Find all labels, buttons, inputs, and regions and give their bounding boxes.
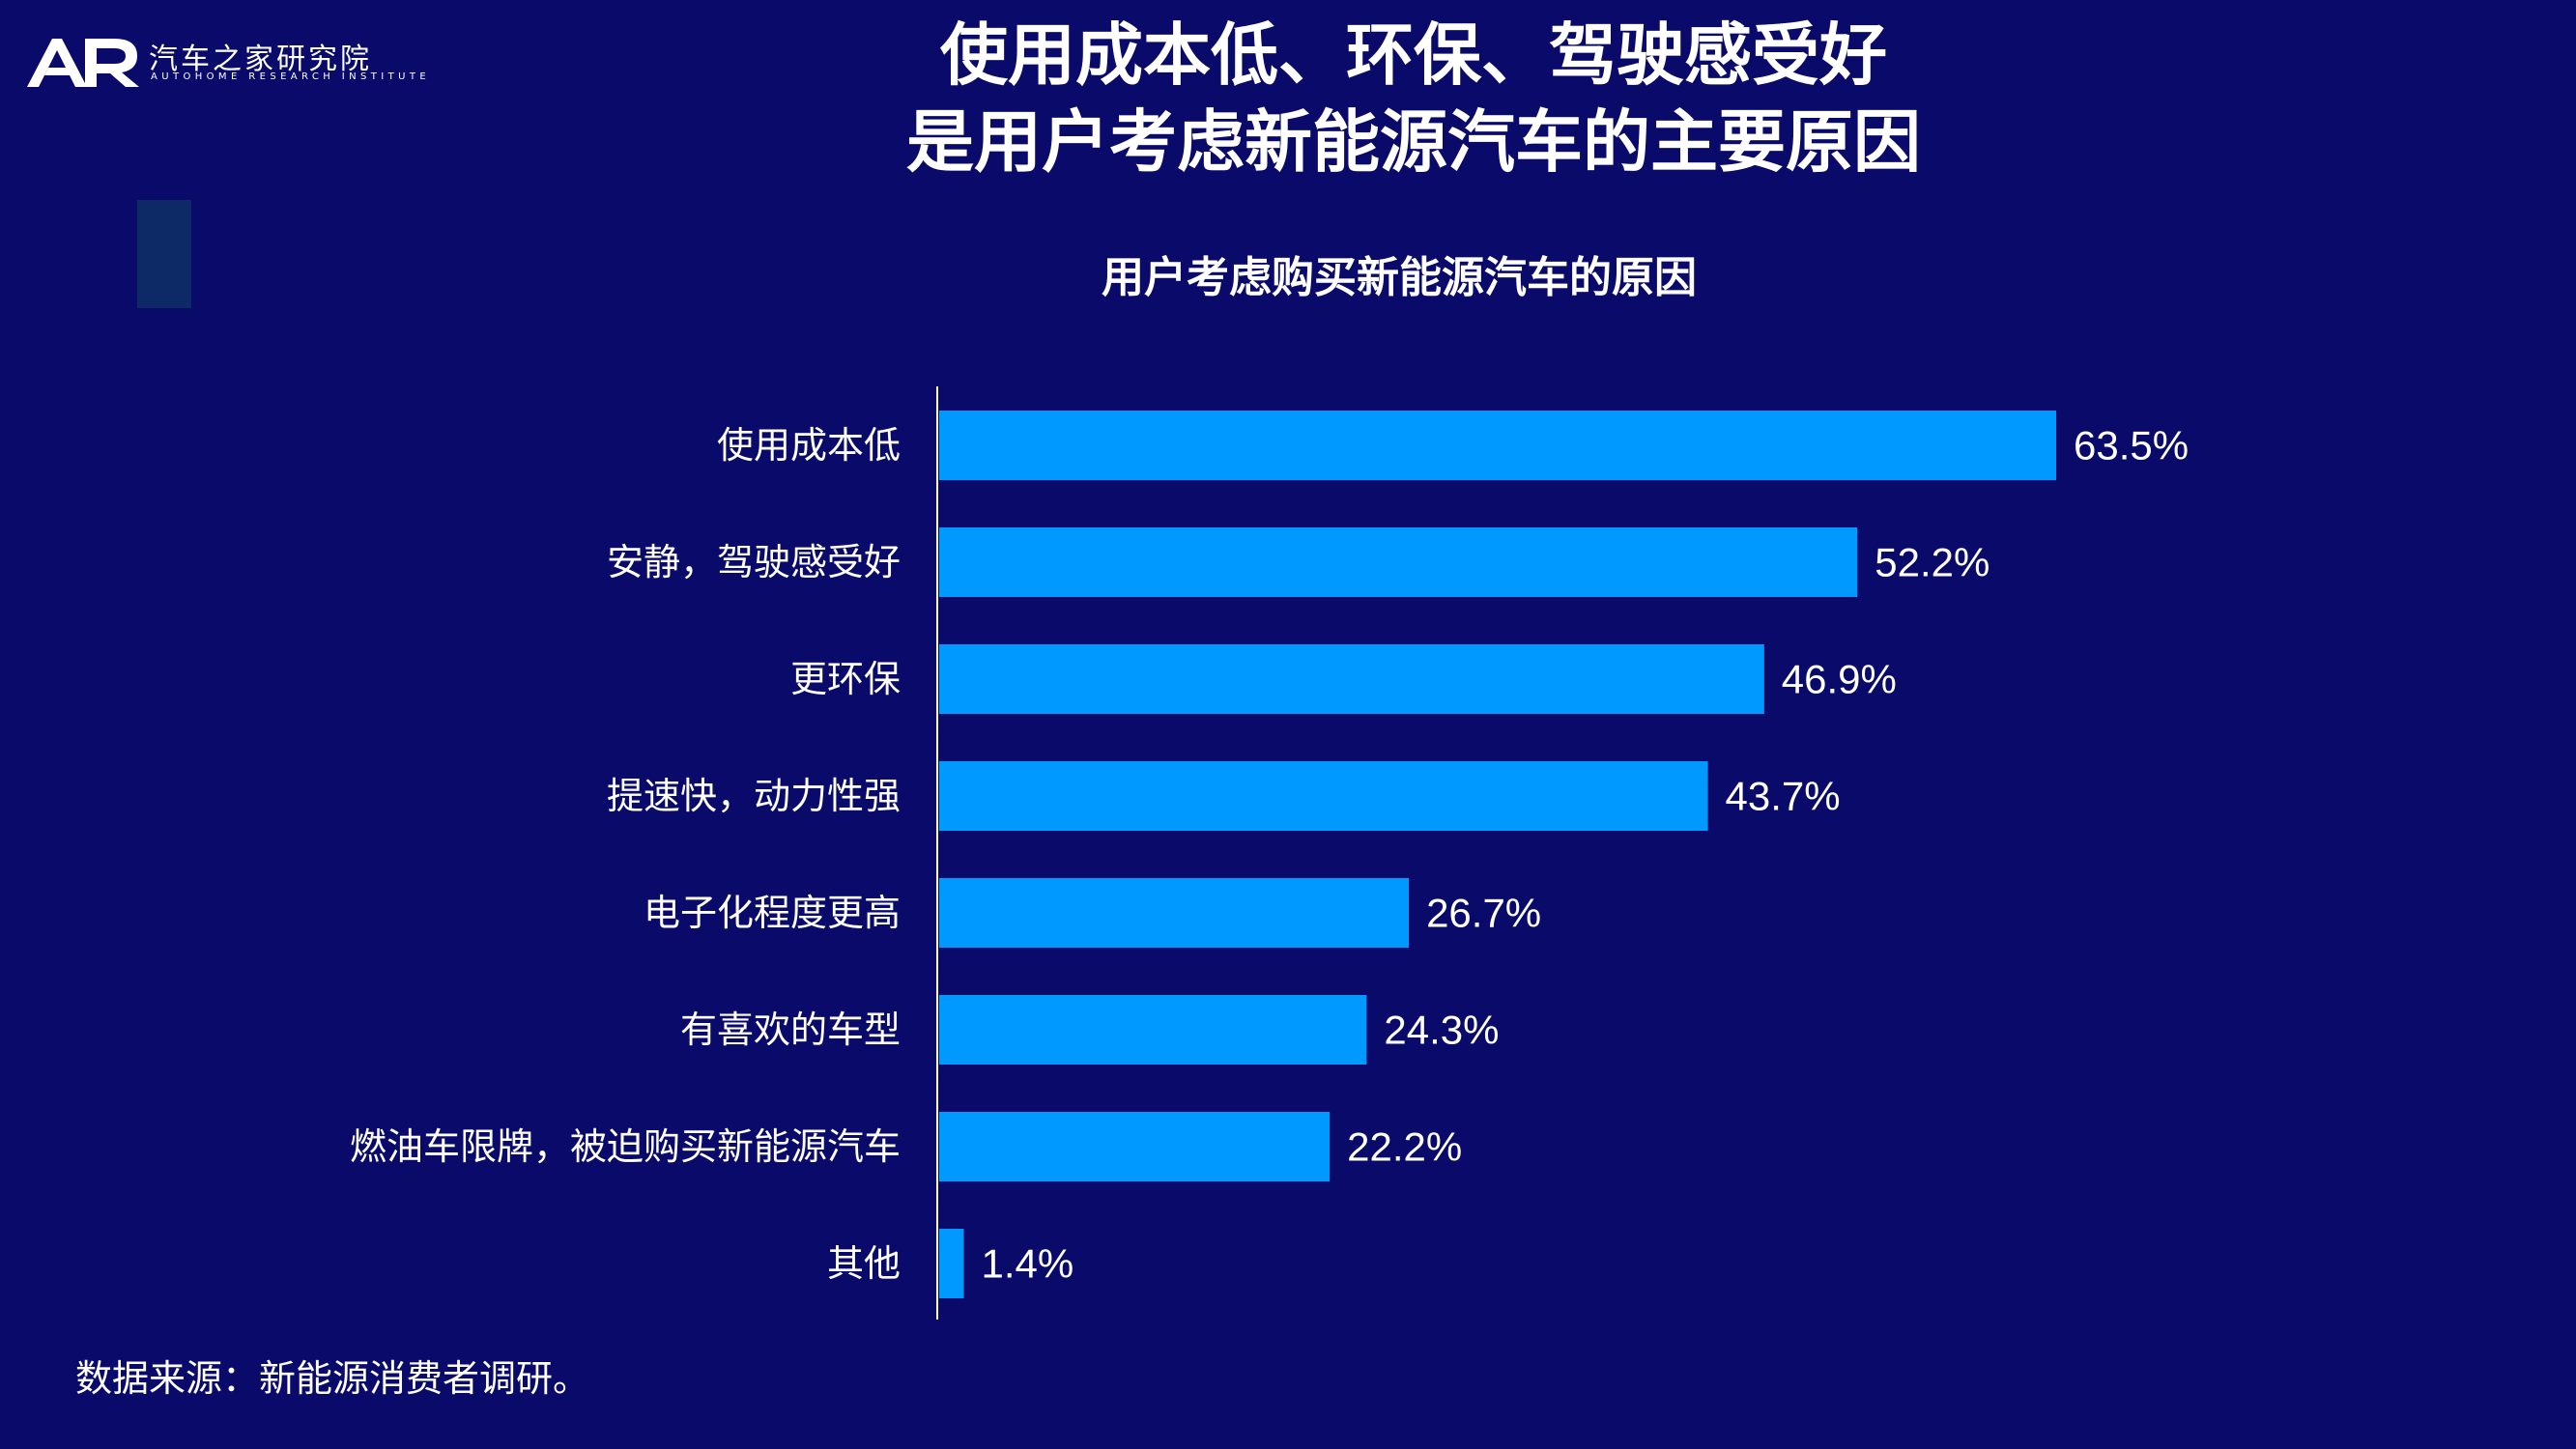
category-label-1: 安静，驾驶感受好 [607,541,901,583]
decorative-block [137,200,191,308]
logo-name-en: AUTOHOME RESEARCH INSTITUTE [151,71,431,82]
bar-7 [939,1229,964,1298]
category-label-7: 其他 [827,1242,901,1285]
logo-name-cn: 汽车之家研究院 [149,43,372,76]
value-label-5: 24.3% [1384,1008,1499,1053]
bar-1 [939,527,1858,597]
value-label-0: 63.5% [2074,423,2189,469]
value-label-2: 46.9% [1782,657,1897,702]
category-label-0: 使用成本低 [717,424,901,467]
value-label-6: 22.2% [1347,1124,1462,1170]
bar-3 [939,761,1708,831]
value-label-3: 43.7% [1726,774,1841,819]
value-label-4: 26.7% [1426,891,1541,936]
bar-6 [939,1112,1331,1181]
autohome-research-logo: 汽车之家研究院 AUTOHOME RESEARCH INSTITUTE [25,33,426,91]
bar-4 [939,878,1410,948]
data-source-note: 数据来源：新能源消费者调研。 [75,1357,590,1400]
bar-2 [939,644,1764,714]
category-label-2: 更环保 [790,658,901,700]
bar-0 [939,411,2056,480]
bar-5 [939,995,1367,1065]
category-label-5: 有喜欢的车型 [680,1009,901,1051]
value-label-7: 1.4% [981,1241,1073,1287]
category-label-3: 提速快，动力性强 [607,775,901,817]
category-label-6: 燃油车限牌，被迫购买新能源汽车 [350,1125,901,1168]
ar-logo-icon [27,39,139,87]
chart-title: 用户考虑购买新能源汽车的原因 [1102,253,1697,302]
category-label-4: 电子化程度更高 [644,892,901,934]
page-title-line-2: 是用户考虑新能源汽车的主要原因 [906,102,1921,182]
value-label-1: 52.2% [1875,540,1989,585]
page-title-line-1: 使用成本低、环保、驾驶感受好 [940,15,1887,95]
